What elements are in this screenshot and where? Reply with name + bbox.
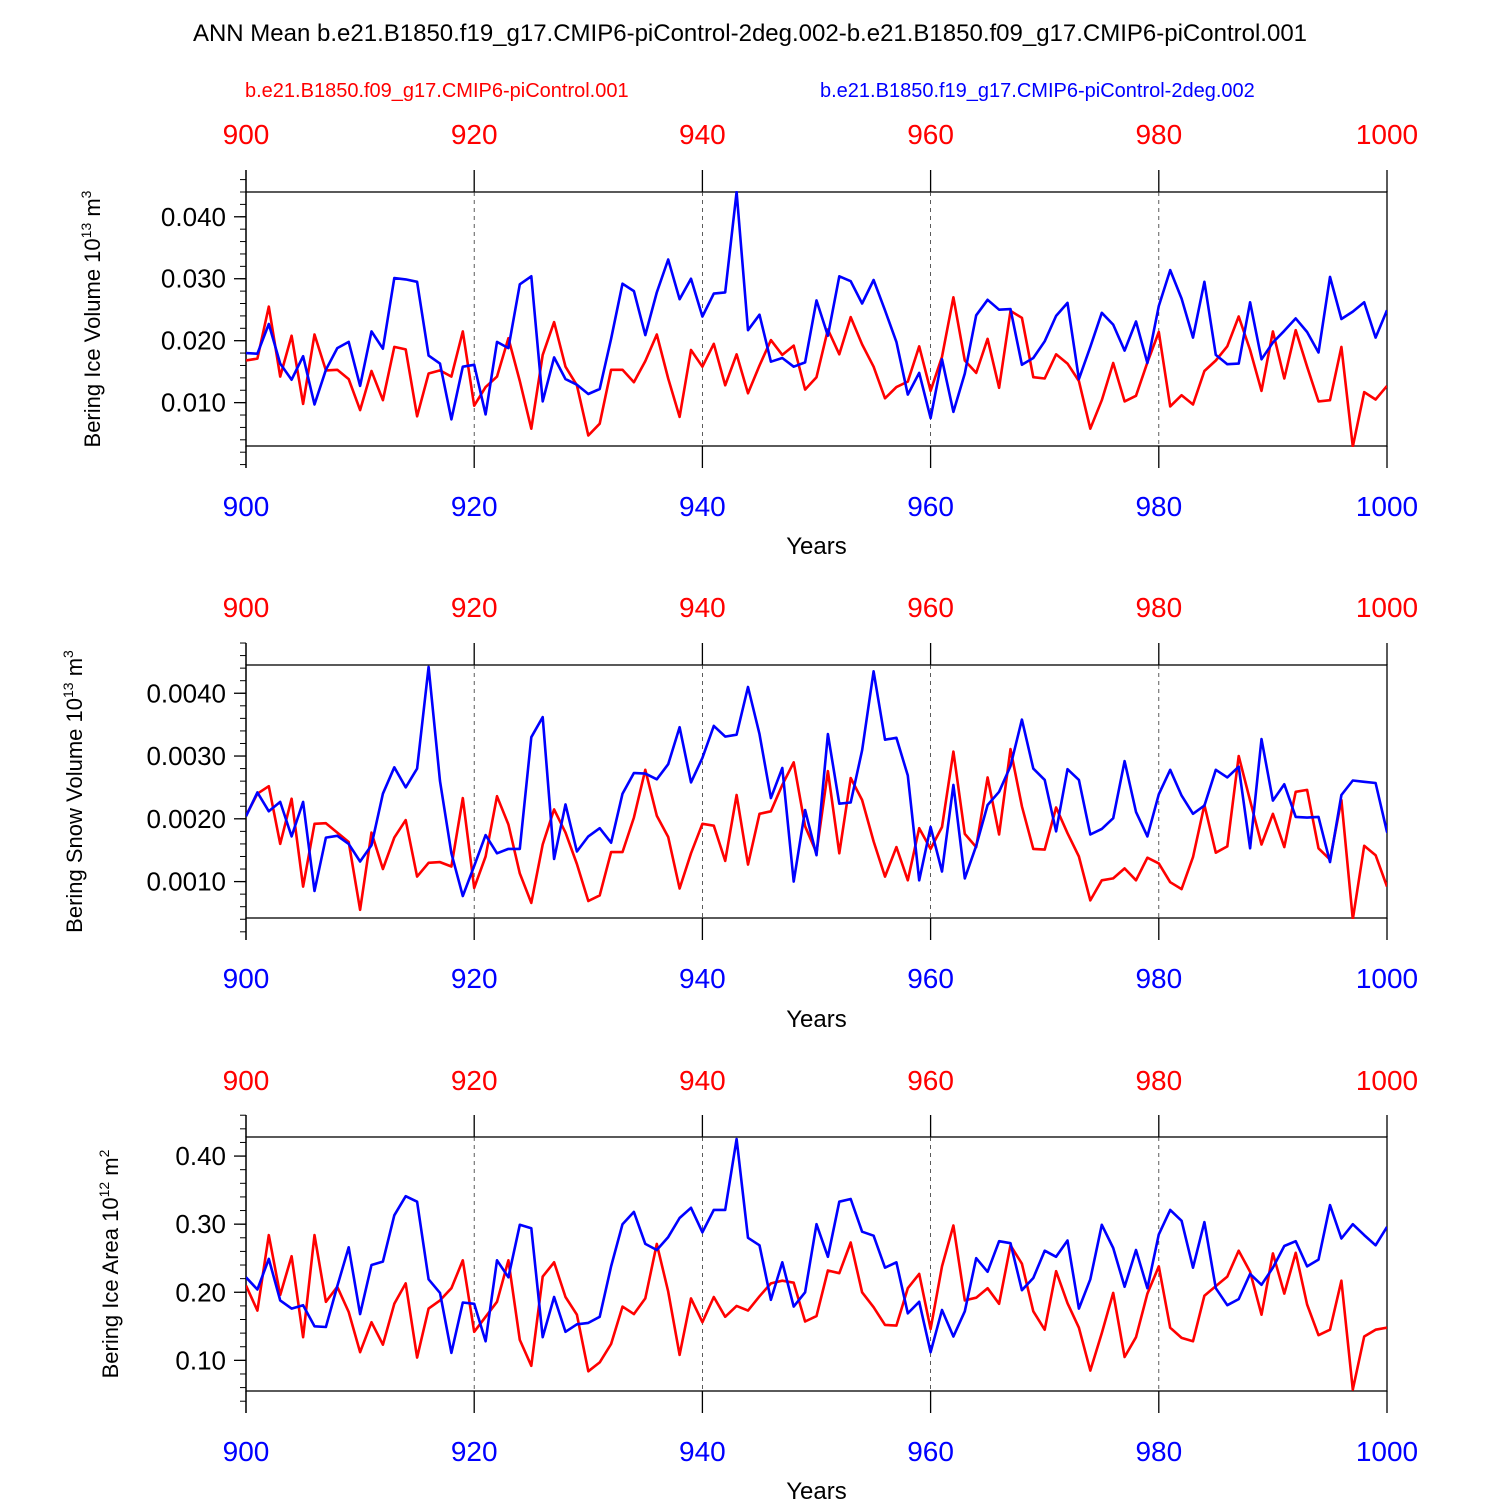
series-line-red: [246, 747, 1387, 919]
x-tick-label-top: 960: [907, 592, 954, 623]
x-tick-label-top: 1000: [1356, 1065, 1418, 1096]
x-tick-label-bottom: 940: [679, 491, 726, 522]
y-axis-title: Bering Ice Area 1012 m2: [96, 1149, 123, 1378]
x-tick-label-top: 940: [679, 592, 726, 623]
legend-blue-label: b.e21.B1850.f19_g17.CMIP6-piControl-2deg…: [820, 80, 1255, 102]
x-tick-label-top: 980: [1135, 592, 1182, 623]
x-tick-label-bottom: 980: [1135, 963, 1182, 994]
main-title: ANN Mean b.e21.B1850.f19_g17.CMIP6-piCon…: [192, 20, 1308, 47]
x-tick-label-top: 960: [907, 119, 954, 150]
chart-panel-3: 0.10 0.20 0.30 0.40 900 900 920 920 940 940 960 960…: [96, 1065, 1418, 1500]
x-tick-label-bottom: 900: [223, 1436, 270, 1467]
chart-panel-1: 0.010 0.020 0.030 0.040 900 900 920 920 940 940 96…: [78, 119, 1418, 560]
y-tick-label: 0.030: [161, 264, 226, 294]
y-tick-label: 0.40: [175, 1141, 226, 1171]
chart-panel-2: 0.0010 0.0020 0.0030 0.0040 900 900 920 920 940 9…: [60, 592, 1418, 1033]
x-tick-label-bottom: 920: [451, 1436, 498, 1467]
y-tick-label: 0.020: [161, 326, 226, 356]
series-line-blue: [246, 1137, 1387, 1355]
x-tick-label-top: 940: [679, 1065, 726, 1096]
legend-red-label: b.e21.B1850.f09_g17.CMIP6-piControl.001: [245, 80, 629, 102]
x-tick-label-top: 920: [451, 119, 498, 150]
x-tick-label-top: 900: [223, 592, 270, 623]
x-tick-label-top: 940: [679, 119, 726, 150]
y-tick-label: 0.0010: [146, 867, 226, 897]
x-tick-label-bottom: 960: [907, 1436, 954, 1467]
x-tick-label-top: 920: [451, 1065, 498, 1096]
y-axis-title: Bering Ice Volume 1013 m3: [78, 190, 105, 447]
x-tick-label-bottom: 1000: [1356, 491, 1418, 522]
x-tick-label-top: 1000: [1356, 119, 1418, 150]
series-line-red: [246, 295, 1387, 447]
x-tick-label-bottom: 960: [907, 963, 954, 994]
x-tick-label-top: 980: [1135, 1065, 1182, 1096]
x-tick-label-bottom: 1000: [1356, 963, 1418, 994]
x-tick-label-bottom: 920: [451, 491, 498, 522]
series-line-blue: [246, 665, 1387, 898]
series-line-blue: [246, 191, 1387, 421]
y-tick-label: 0.20: [175, 1277, 226, 1307]
y-tick-label: 0.010: [161, 388, 226, 418]
x-tick-label-bottom: 920: [451, 963, 498, 994]
x-axis-title: Years: [786, 1006, 847, 1033]
x-axis-title: Years: [786, 1478, 847, 1500]
x-tick-label-top: 960: [907, 1065, 954, 1096]
x-tick-label-bottom: 900: [223, 963, 270, 994]
x-tick-label-top: 900: [223, 1065, 270, 1096]
y-axis-title: Bering Snow Volume 1013 m3: [60, 650, 87, 933]
x-tick-label-bottom: 1000: [1356, 1436, 1418, 1467]
plot-frame: [245, 664, 1388, 919]
x-tick-label-bottom: 980: [1135, 1436, 1182, 1467]
x-tick-label-top: 900: [223, 119, 270, 150]
x-tick-label-bottom: 940: [679, 963, 726, 994]
series-line-red: [246, 1224, 1387, 1391]
x-tick-label-bottom: 960: [907, 491, 954, 522]
x-tick-label-top: 1000: [1356, 592, 1418, 623]
y-tick-label: 0.10: [175, 1345, 226, 1375]
y-tick-label: 0.0030: [146, 741, 226, 771]
y-tick-label: 0.0020: [146, 804, 226, 834]
x-tick-label-top: 980: [1135, 119, 1182, 150]
x-tick-label-bottom: 940: [679, 1436, 726, 1467]
x-tick-label-top: 920: [451, 592, 498, 623]
x-tick-label-bottom: 900: [223, 491, 270, 522]
y-tick-label: 0.040: [161, 202, 226, 232]
plot-frame: [245, 191, 1388, 447]
y-tick-label: 0.0040: [146, 678, 226, 708]
x-axis-title: Years: [786, 533, 847, 560]
y-tick-label: 0.30: [175, 1209, 226, 1239]
x-tick-label-bottom: 980: [1135, 491, 1182, 522]
